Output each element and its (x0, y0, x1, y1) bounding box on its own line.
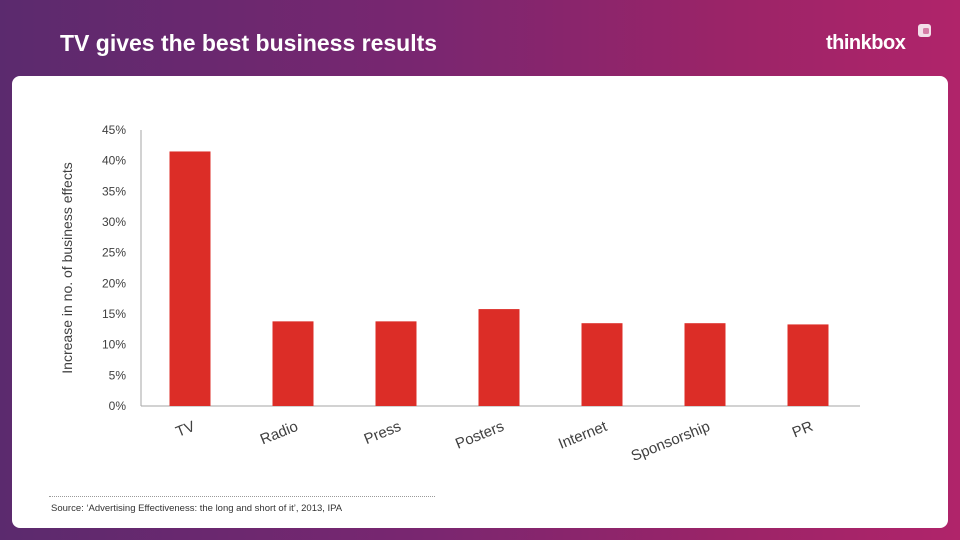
bar-radio (272, 321, 314, 406)
x-tick-label: Sponsorship (629, 418, 713, 465)
y-tick-label: 30% (102, 215, 126, 229)
bar-sponsorship (684, 323, 726, 406)
y-axis-title: Increase in no. of business effects (59, 162, 75, 373)
y-tick-label: 25% (102, 246, 126, 260)
brand-logo: thinkbox (818, 22, 938, 62)
bar-posters (478, 309, 520, 406)
y-tick-label: 15% (102, 307, 126, 321)
y-tick-label: 10% (102, 338, 126, 352)
chart-panel: 0% 5% 10% 15% 20% 25% 30% 35% 40% 45% Increase in … (12, 76, 948, 528)
thinkbox-logo-icon (918, 24, 931, 37)
bar-internet (581, 323, 623, 406)
source-divider (49, 496, 435, 497)
x-tick-label: Posters (453, 418, 507, 453)
y-tick-label: 20% (102, 276, 126, 290)
bar-tv (169, 151, 211, 406)
source-note: Source: ‘Advertising Effectiveness: the … (51, 503, 343, 514)
page-title: TV gives the best business results (60, 30, 438, 56)
x-tick-label: Radio (258, 418, 301, 448)
x-tick-label: Press (362, 418, 404, 448)
bar-press (375, 321, 417, 406)
y-tick-label: 40% (102, 154, 126, 168)
bar-chart: 0% 5% 10% 15% 20% 25% 30% 35% 40% 45% Increase in … (59, 123, 860, 465)
bar-pr (787, 324, 829, 406)
x-tick-label: Internet (556, 418, 610, 453)
y-tick-label: 5% (109, 368, 127, 382)
x-tick-label: PR (790, 418, 816, 442)
y-tick-label: 0% (109, 399, 127, 413)
x-tick-label: TV (173, 418, 197, 441)
y-tick-label: 45% (102, 123, 126, 137)
y-tick-label: 35% (102, 184, 126, 198)
logo-text: thinkbox (826, 32, 906, 54)
